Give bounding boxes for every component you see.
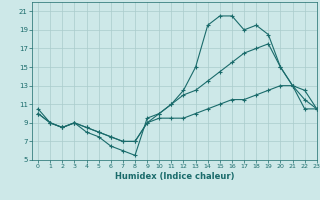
X-axis label: Humidex (Indice chaleur): Humidex (Indice chaleur) bbox=[115, 172, 234, 181]
